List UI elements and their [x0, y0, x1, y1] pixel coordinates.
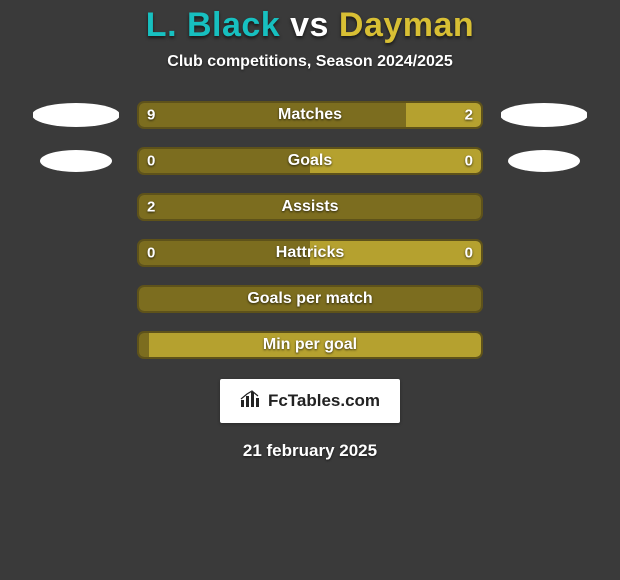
stat-bar: Assists2 — [137, 193, 483, 221]
stat-row: Matches92 — [0, 101, 620, 129]
player1-badge — [33, 193, 119, 221]
stat-row: Min per goal — [0, 331, 620, 359]
player2-badge — [501, 239, 587, 267]
chart-icon — [240, 390, 262, 413]
stat-row: Assists2 — [0, 193, 620, 221]
player2-name: Dayman — [339, 6, 474, 44]
stat-bar-right — [406, 103, 481, 127]
player2-badge — [501, 147, 587, 175]
stat-bar-left — [139, 149, 310, 173]
vs-separator: vs — [290, 6, 329, 44]
player1-badge — [33, 239, 119, 267]
player2-badge — [501, 285, 587, 313]
player1-badge — [33, 331, 119, 359]
stat-bar-left — [139, 287, 481, 311]
season-subtitle: Club competitions, Season 2024/2025 — [167, 53, 452, 71]
stat-row: Goals00 — [0, 147, 620, 175]
stat-bar: Min per goal — [137, 331, 483, 359]
player2-badge — [501, 193, 587, 221]
stat-row: Hattricks00 — [0, 239, 620, 267]
player2-badge — [501, 101, 587, 129]
snapshot-date: 21 february 2025 — [243, 441, 377, 461]
stat-bar-left — [139, 103, 406, 127]
player1-badge — [33, 285, 119, 313]
player1-name: L. Black — [146, 6, 280, 44]
stat-bar-left — [139, 241, 310, 265]
stat-bars-container: Matches92 Goals00 Assists2 Hattricks00 Goals… — [0, 101, 620, 359]
stat-bar: Goals00 — [137, 147, 483, 175]
infographic-content: L. Black vs Dayman Club competitions, Se… — [0, 0, 620, 580]
player2-badge — [501, 331, 587, 359]
player1-badge — [33, 147, 119, 175]
stat-bar: Goals per match — [137, 285, 483, 313]
player1-badge — [33, 101, 119, 129]
stat-row: Goals per match — [0, 285, 620, 313]
branding-box: FcTables.com — [220, 379, 400, 423]
stat-bar-left — [139, 333, 149, 357]
stat-bar-right — [310, 149, 481, 173]
stat-bar-right — [149, 333, 481, 357]
stat-bar-left — [139, 195, 481, 219]
stat-bar: Matches92 — [137, 101, 483, 129]
stat-bar-right — [310, 241, 481, 265]
stat-bar: Hattricks00 — [137, 239, 483, 267]
comparison-title: L. Black vs Dayman — [146, 6, 474, 45]
branding-text: FcTables.com — [268, 391, 380, 411]
